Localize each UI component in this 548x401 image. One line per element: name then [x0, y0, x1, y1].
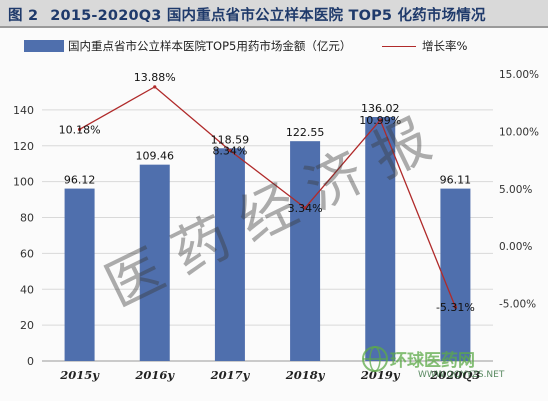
y-right-tick-label: 5.00%	[499, 184, 532, 196]
growth-rate-label: 10.18%	[59, 123, 101, 136]
legend-bar-swatch	[24, 40, 64, 52]
bar	[440, 188, 471, 361]
growth-rate-point	[378, 118, 382, 122]
chart-title-text: 2015-2020Q3 国内重点省市公立样本医院 TOP5 化药市场情况	[50, 8, 486, 24]
growth-rate-point	[303, 206, 307, 210]
growth-rate-point	[153, 85, 157, 89]
growth-rate-label: 10.99%	[359, 114, 401, 127]
y-right-tick-label: 0.00%	[499, 241, 532, 253]
bar-value-label: 118.59	[211, 133, 250, 146]
bar-value-label: 109.46	[136, 150, 175, 163]
site-logo: 环球医药网 WWW.QQYYZS.NET	[360, 340, 545, 395]
bar-value-label: 136.02	[361, 102, 400, 115]
x-tick-label: 2020Q3	[429, 368, 480, 382]
y-left-tick-label: 100	[13, 176, 34, 189]
y-left-tick-label: 80	[20, 212, 34, 225]
y-left-tick-label: 140	[13, 104, 34, 117]
figure-number: 图 2	[8, 8, 39, 24]
legend-bar-label: 国内重点省市公立样本医院TOP5用药市场金额（亿元）	[68, 39, 352, 53]
bar-value-label: 96.12	[64, 174, 96, 187]
y-right-tick-label: -5.00%	[499, 299, 536, 311]
bar-value-label: 122.55	[286, 126, 325, 139]
legend-item-line: 增长率%	[382, 38, 467, 54]
legend-line-label: 增长率%	[422, 39, 468, 53]
y-left-tick-label: 0	[27, 355, 34, 368]
growth-rate-point	[453, 305, 458, 309]
growth-rate-point	[228, 148, 232, 153]
bar	[139, 164, 170, 361]
logo-url: WWW.QQYYZS.NET	[418, 370, 505, 380]
y-left-tick-label: 120	[13, 140, 34, 153]
y-left-tick-label: 60	[20, 247, 34, 260]
y-left-tick-label: 40	[20, 283, 34, 296]
chart-title: 图 2 2015-2020Q3 国内重点省市公立样本医院 TOP5 化药市场情况	[8, 4, 486, 25]
globe-icon	[362, 346, 388, 372]
bar	[365, 117, 396, 361]
title-bar: 图 2 2015-2020Q3 国内重点省市公立样本医院 TOP5 化药市场情况	[0, 0, 548, 28]
growth-rate-label: 8.34%	[212, 144, 247, 157]
x-tick-label: 2019y	[360, 368, 401, 382]
bar	[290, 141, 321, 361]
legend: 国内重点省市公立样本医院TOP5用药市场金额（亿元） 增长率%	[24, 38, 524, 58]
legend-line-swatch	[382, 45, 416, 47]
x-tick-label: 2018y	[285, 368, 326, 382]
bar-value-label: 96.11	[440, 174, 472, 187]
x-tick-label: 2017y	[210, 368, 251, 382]
growth-rate-label: 3.34%	[288, 202, 323, 215]
x-tick-label: 2016y	[134, 368, 175, 382]
logo-text: 环球医药网	[390, 351, 475, 371]
legend-item-bar: 国内重点省市公立样本医院TOP5用药市场金额（亿元）	[24, 38, 351, 54]
y-left-tick-label: 20	[20, 319, 34, 332]
bar	[214, 148, 245, 361]
growth-rate-line	[79, 86, 457, 308]
y-right-tick-label: 15.00%	[499, 69, 539, 81]
x-tick-label: 2015y	[59, 368, 100, 382]
y-right-tick-label: 10.00%	[499, 126, 539, 138]
bar	[64, 188, 95, 361]
growth-rate-point	[77, 127, 82, 131]
growth-rate-label: -5.31%	[436, 301, 475, 314]
growth-rate-label: 13.88%	[134, 71, 176, 84]
